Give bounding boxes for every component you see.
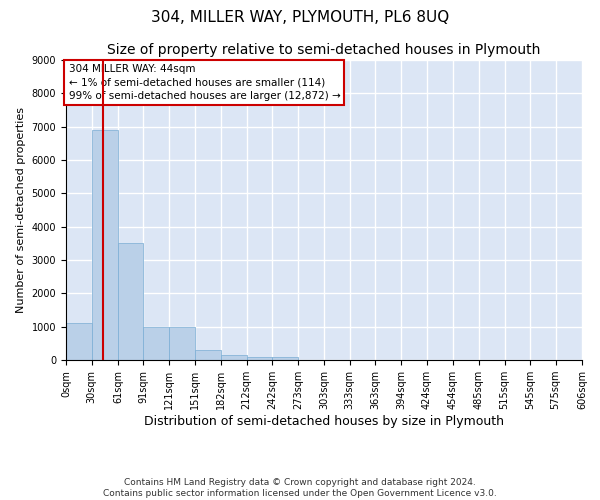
Bar — [169, 326, 194, 360]
Bar — [194, 350, 221, 360]
Bar — [221, 355, 247, 360]
Text: Contains HM Land Registry data © Crown copyright and database right 2024.
Contai: Contains HM Land Registry data © Crown c… — [103, 478, 497, 498]
X-axis label: Distribution of semi-detached houses by size in Plymouth: Distribution of semi-detached houses by … — [144, 415, 504, 428]
Bar — [92, 130, 118, 360]
Bar — [143, 326, 169, 360]
Bar — [66, 324, 92, 360]
Title: Size of property relative to semi-detached houses in Plymouth: Size of property relative to semi-detach… — [107, 44, 541, 58]
Text: 304 MILLER WAY: 44sqm
← 1% of semi-detached houses are smaller (114)
99% of semi: 304 MILLER WAY: 44sqm ← 1% of semi-detac… — [68, 64, 340, 101]
Bar — [272, 356, 298, 360]
Bar — [247, 356, 272, 360]
Text: 304, MILLER WAY, PLYMOUTH, PL6 8UQ: 304, MILLER WAY, PLYMOUTH, PL6 8UQ — [151, 10, 449, 25]
Bar — [118, 244, 143, 360]
Y-axis label: Number of semi-detached properties: Number of semi-detached properties — [16, 107, 26, 313]
